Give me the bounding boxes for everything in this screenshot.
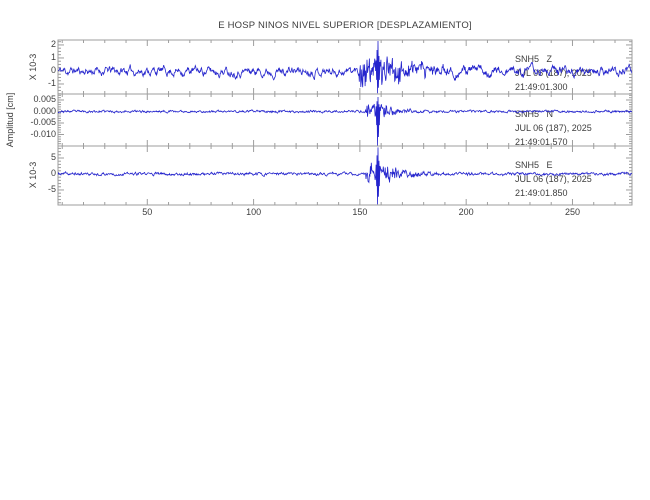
- y-tick-label: 0.005: [33, 94, 56, 105]
- date-label-e: JUL 06 (187), 2025: [515, 174, 592, 184]
- x-tick-label: 50: [142, 207, 153, 217]
- y-tick-label: -0.005: [30, 117, 56, 128]
- y-tick-label: 0: [50, 65, 56, 76]
- time-label-n: 21:49:01.570: [515, 137, 568, 147]
- time-label-z: 21:49:01.300: [515, 82, 568, 92]
- date-label-z: JUL 06 (187), 2025: [515, 68, 592, 78]
- y-tick-label: 1: [50, 52, 56, 63]
- station-channel-label-n: SNH5 N: [515, 109, 554, 119]
- y-tick-label: -0.010: [30, 128, 56, 139]
- x-tick-label: 250: [564, 207, 580, 217]
- x-tick-label: 100: [246, 207, 262, 217]
- time-label-e: 21:49:01.850: [515, 188, 568, 198]
- station-channel-label-e: SNH5 E: [515, 160, 553, 170]
- plot-title: E HOSP NINOS NIVEL SUPERIOR [DESPLAZAMIE…: [218, 20, 472, 31]
- y-tick-label: 2: [50, 39, 56, 50]
- y-tick-label: -1: [47, 78, 56, 89]
- x-tick-label: 150: [352, 207, 368, 217]
- station-channel-label-z: SNH5 Z: [515, 54, 553, 64]
- y-tick-label: 0.000: [33, 105, 56, 116]
- y-tick-label: -5: [47, 184, 56, 195]
- x-tick-label: 200: [458, 207, 474, 217]
- date-label-n: JUL 06 (187), 2025: [515, 123, 592, 133]
- y-tick-label: 5: [50, 152, 56, 163]
- y-tick-label: 0: [50, 168, 56, 179]
